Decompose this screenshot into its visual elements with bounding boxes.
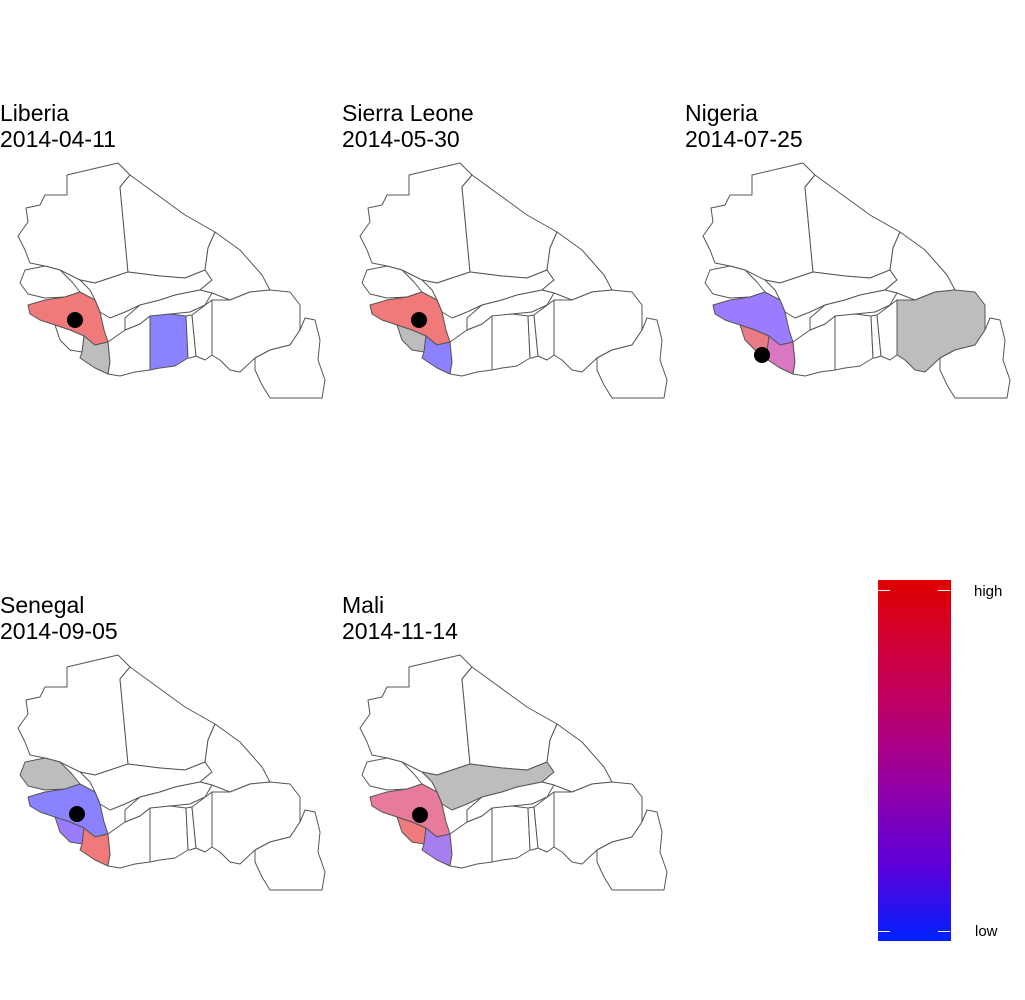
country-mali	[421, 761, 555, 811]
panel-date: 2014-05-30	[342, 126, 460, 152]
country-algeria	[804, 174, 901, 279]
country-mali	[79, 761, 213, 811]
panel-title: Liberia 2014-04-11	[0, 100, 116, 152]
legend-label-high: high	[974, 583, 1003, 600]
panel-country: Senegal	[0, 592, 85, 618]
country-algeria	[461, 666, 558, 771]
west-africa-map	[702, 162, 1011, 399]
map-panel-nigeria: Nigeria 2014-07-25	[685, 0, 1025, 420]
country-benin	[876, 299, 898, 361]
country-mauritania	[359, 162, 473, 284]
country-benin	[191, 791, 213, 853]
country-ghana	[834, 313, 874, 371]
country-togo	[870, 314, 882, 359]
country-cameroon	[596, 809, 668, 891]
country-togo	[527, 314, 539, 359]
panel-country: Liberia	[0, 100, 70, 126]
country-benin	[191, 299, 213, 361]
country-cameroon	[254, 809, 326, 891]
color-scale-legend	[878, 580, 951, 941]
panel-date: 2014-09-05	[0, 618, 118, 644]
outbreak-origin-dot	[412, 807, 428, 823]
legend-tick-high-left	[878, 590, 890, 591]
country-cameroon	[939, 317, 1011, 399]
country-burkina	[124, 781, 213, 823]
country-burkina	[466, 781, 555, 823]
panel-title: Senegal 2014-09-05	[0, 592, 118, 644]
country-mauritania	[17, 162, 131, 284]
country-niger	[199, 723, 271, 793]
legend-tick-high-right	[938, 590, 950, 591]
country-togo	[527, 806, 539, 851]
panel-date: 2014-04-11	[0, 126, 116, 152]
country-benin	[533, 791, 555, 853]
country-benin	[533, 299, 555, 361]
country-burkina	[809, 289, 898, 331]
country-ghana	[149, 805, 189, 863]
legend-tick-low-left	[878, 931, 890, 932]
legend-tick-low-right	[938, 931, 950, 932]
west-africa-map	[17, 162, 326, 399]
west-africa-map	[359, 654, 668, 891]
country-mauritania	[702, 162, 816, 284]
country-togo	[185, 314, 197, 359]
map-panel-senegal: Senegal 2014-09-05	[0, 492, 340, 912]
panel-title: Sierra Leone 2014-05-30	[342, 100, 474, 152]
country-cameroon	[596, 317, 668, 399]
map-panel-sierra-leone: Sierra Leone 2014-05-30	[342, 0, 682, 420]
country-algeria	[461, 174, 558, 279]
country-niger	[199, 231, 271, 301]
country-ghana	[149, 313, 189, 371]
country-mali	[421, 269, 555, 319]
panel-country: Mali	[342, 592, 385, 618]
panel-country: Sierra Leone	[342, 100, 474, 126]
country-togo	[185, 806, 197, 851]
country-ghana	[491, 805, 531, 863]
outbreak-origin-dot	[754, 347, 770, 363]
country-algeria	[119, 666, 216, 771]
west-africa-map	[17, 654, 326, 891]
country-ghana	[491, 313, 531, 371]
country-algeria	[119, 174, 216, 279]
legend-label-low: low	[975, 923, 998, 940]
country-mali	[79, 269, 213, 319]
country-niger	[884, 231, 956, 301]
country-niger	[541, 723, 613, 793]
outbreak-origin-dot	[67, 312, 83, 328]
panel-date: 2014-11-14	[342, 618, 458, 644]
country-cameroon	[254, 317, 326, 399]
map-panel-liberia: Liberia 2014-04-11	[0, 0, 340, 420]
country-burkina	[124, 289, 213, 331]
panel-title: Nigeria 2014-07-25	[685, 100, 803, 152]
country-mauritania	[359, 654, 473, 776]
country-niger	[541, 231, 613, 301]
west-africa-map	[359, 162, 668, 399]
panel-date: 2014-07-25	[685, 126, 803, 152]
country-mali	[764, 269, 898, 319]
panel-country: Nigeria	[685, 100, 758, 126]
country-mauritania	[17, 654, 131, 776]
outbreak-origin-dot	[411, 312, 427, 328]
outbreak-origin-dot	[69, 806, 85, 822]
map-panel-mali: Mali 2014-11-14	[342, 492, 682, 912]
country-burkina	[466, 289, 555, 331]
panel-title: Mali 2014-11-14	[342, 592, 458, 644]
